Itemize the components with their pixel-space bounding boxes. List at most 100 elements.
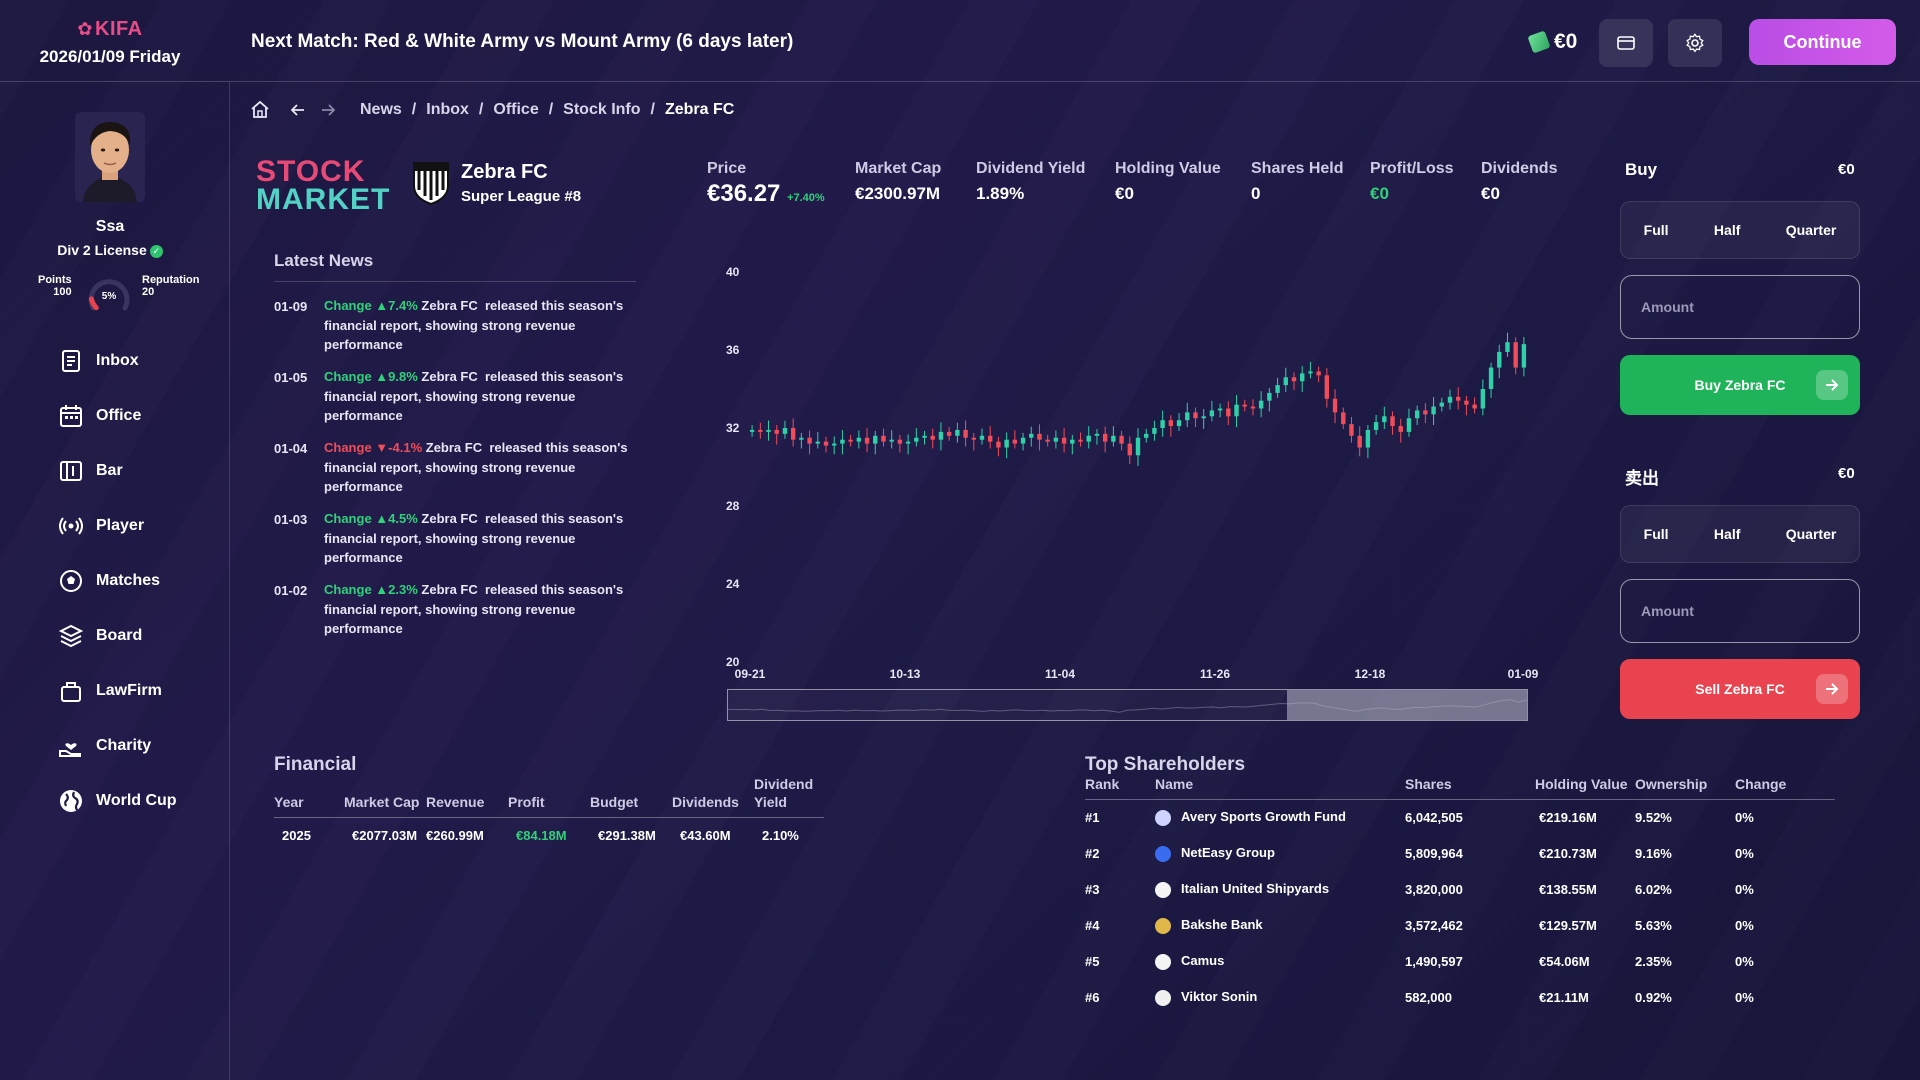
- candlestick: [799, 432, 804, 449]
- column-header: Profit: [508, 794, 545, 810]
- candle-body: [873, 435, 878, 444]
- home-icon[interactable]: [250, 100, 270, 120]
- table-row[interactable]: #2 NetEasy Group 5,809,964 €210.73M 9.16% 0%: [1085, 836, 1835, 872]
- stat-profit-loss: Profit/Loss €0: [1370, 160, 1454, 204]
- candlestick: [1004, 432, 1009, 459]
- table-row[interactable]: #3 Italian United Shipyards 3,820,000 €138.…: [1085, 872, 1835, 908]
- price-value: €36.27: [707, 180, 781, 207]
- y-tick-label: 40: [726, 265, 740, 279]
- calendar-icon: [60, 405, 82, 427]
- buy-amount-input[interactable]: Amount: [1620, 275, 1860, 339]
- candlestick: [1037, 424, 1042, 451]
- candle-body: [922, 435, 927, 438]
- news-text: Change ▲7.4% Zebra FC released this seas…: [324, 296, 634, 355]
- breadcrumb-news[interactable]: News: [360, 101, 402, 118]
- sidebar-item-matches[interactable]: Matches: [58, 564, 218, 598]
- candlestick: [766, 420, 771, 441]
- candlestick: [832, 436, 837, 455]
- candle-body: [1045, 439, 1050, 442]
- buy-button[interactable]: Buy Zebra FC: [1620, 355, 1860, 415]
- buy-quarter-option[interactable]: Quarter: [1785, 222, 1837, 238]
- sell-button[interactable]: Sell Zebra FC: [1620, 659, 1860, 719]
- candle-body: [1111, 435, 1116, 442]
- table-row[interactable]: #4 Bakshe Bank 3,572,462 €129.57M 5.63% 0%: [1085, 908, 1835, 944]
- news-text: Change ▼-4.1% Zebra FC released this sea…: [324, 438, 634, 497]
- back-arrow-icon[interactable]: [288, 100, 308, 120]
- candlestick: [1029, 426, 1034, 447]
- candle-body: [1201, 416, 1206, 419]
- candlestick: [914, 428, 919, 447]
- sidebar-item-world-cup[interactable]: World Cup: [58, 784, 218, 818]
- candle-body: [1061, 437, 1067, 444]
- sidebar-item-office[interactable]: Office: [58, 399, 218, 433]
- value-cell: €210.73M: [1539, 846, 1597, 861]
- breadcrumb-office[interactable]: Office: [493, 101, 539, 118]
- candlestick: [1078, 432, 1083, 447]
- breadcrumb: News / Inbox / Office / Stock Info / Zebra F…: [250, 98, 734, 122]
- breadcrumb-inbox[interactable]: Inbox: [426, 101, 469, 118]
- table-row[interactable]: #5 Camus 1,490,597 €54.06M 2.35% 0%: [1085, 944, 1835, 980]
- candle-body: [749, 429, 755, 432]
- shares-cell: 1,490,597: [1405, 954, 1463, 969]
- candlestick: [1521, 336, 1527, 377]
- stat-label: Price: [707, 160, 747, 177]
- candlestick: [881, 428, 886, 447]
- stat-label: Shares Held: [1251, 160, 1344, 177]
- sidebar-item-lawfirm[interactable]: LawFirm: [58, 674, 218, 708]
- candle-body: [1373, 422, 1379, 430]
- sidebar-item-bar[interactable]: Bar: [58, 454, 218, 488]
- candle-body: [1390, 416, 1395, 427]
- sell-half-option[interactable]: Half: [1713, 526, 1741, 542]
- settings-button[interactable]: [1668, 19, 1722, 67]
- table-row[interactable]: #6 Viktor Sonin 582,000 €21.11M 0.92% 0%: [1085, 980, 1835, 1016]
- candle-body: [1513, 342, 1518, 368]
- wallet-button[interactable]: [1599, 19, 1653, 67]
- sell-amount-input[interactable]: Amount: [1620, 579, 1860, 643]
- candle-body: [1185, 412, 1190, 421]
- sell-quarter-option[interactable]: Quarter: [1785, 526, 1837, 542]
- candlestick: [1308, 361, 1313, 379]
- x-tick-label: 01-09: [1508, 667, 1539, 681]
- candle-body: [996, 441, 1001, 448]
- candle-body: [1053, 437, 1059, 442]
- chart-range-handle[interactable]: [1287, 690, 1527, 720]
- sidebar-item-player[interactable]: Player: [58, 509, 218, 543]
- name-cell: NetEasy Group: [1155, 836, 1405, 872]
- sidebar: Ssa Div 2 License ✓ Points 100 5% Reputat…: [0, 82, 230, 1080]
- layers-icon: [58, 624, 84, 648]
- sidebar-item-inbox[interactable]: Inbox: [58, 344, 218, 378]
- buy-full-option[interactable]: Full: [1643, 222, 1669, 238]
- candle-body: [1226, 408, 1231, 417]
- candlestick: [1431, 396, 1436, 426]
- buy-half-option[interactable]: Half: [1713, 222, 1741, 238]
- candlestick: [897, 434, 903, 453]
- candlestick: [873, 430, 878, 455]
- sidebar-item-board[interactable]: Board: [58, 619, 218, 653]
- table-row[interactable]: #1 Avery Sports Growth Fund 6,042,505 €219.…: [1085, 800, 1835, 836]
- candlestick: [979, 428, 985, 445]
- candlestick: [946, 427, 952, 441]
- candle-body: [1291, 377, 1297, 382]
- candle-body: [1160, 420, 1165, 428]
- forward-arrow-icon[interactable]: [318, 100, 338, 120]
- news-date: 01-09: [274, 299, 308, 314]
- breadcrumb-stock-info[interactable]: Stock Info: [563, 101, 641, 118]
- sidebar-item-charity[interactable]: Charity: [58, 729, 218, 763]
- reputation-block: Reputation 20: [142, 274, 199, 298]
- news-club: Zebra FC: [421, 511, 478, 526]
- candlestick: [1102, 426, 1108, 453]
- change-cell: 0%: [1735, 846, 1754, 861]
- table-cell: 2.10%: [762, 828, 799, 844]
- sell-full-option[interactable]: Full: [1643, 526, 1669, 542]
- rank-cell: #6: [1085, 990, 1100, 1005]
- shares-cell: 5,809,964: [1405, 846, 1463, 861]
- points-value: 100: [53, 286, 72, 298]
- continue-button[interactable]: Continue: [1749, 19, 1896, 65]
- y-tick-label: 32: [726, 421, 740, 435]
- candlestick: [1119, 430, 1124, 451]
- candle-body: [1357, 435, 1362, 448]
- candlestick: [1160, 410, 1165, 437]
- candlestick: [815, 432, 820, 449]
- candlestick: [1373, 414, 1379, 435]
